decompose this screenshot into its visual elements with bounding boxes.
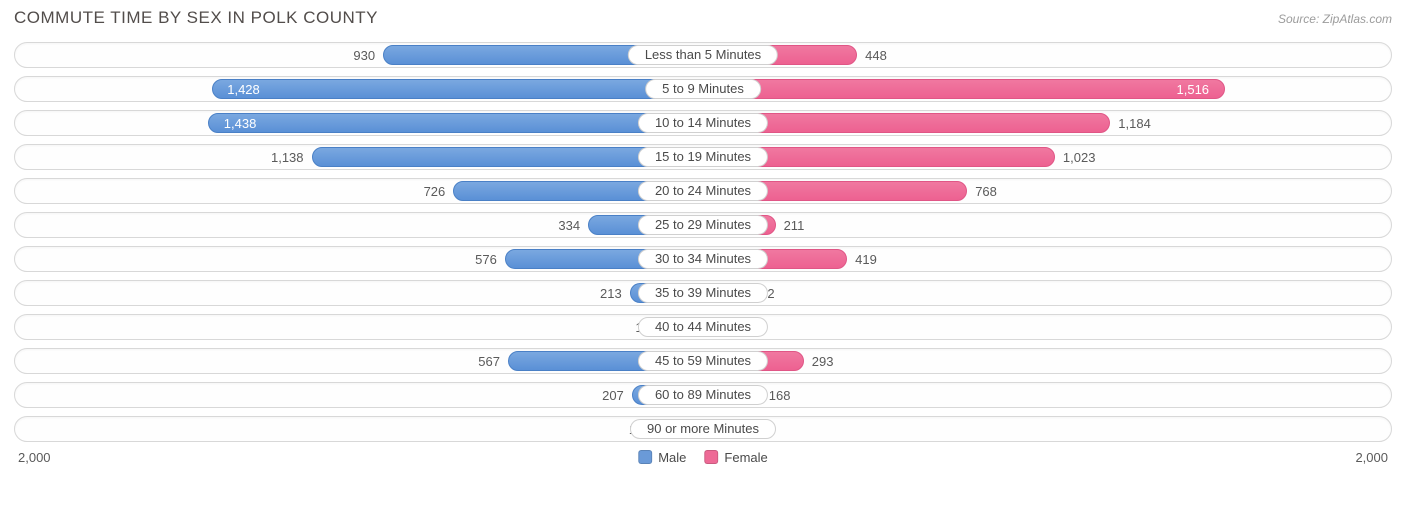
chart-title: Commute Time By Sex in Polk County xyxy=(14,8,378,28)
axis-max-left: 2,000 xyxy=(18,450,51,465)
chart-row: 1293790 or more Minutes xyxy=(14,416,1392,442)
commute-chart: 930 448 Less than 5 Minutes 1,428 1,516 5 to … xyxy=(14,42,1392,442)
chart-row: 21312235 to 39 Minutes xyxy=(14,280,1392,306)
chart-row: 930 448 Less than 5 Minutes xyxy=(14,42,1392,68)
chart-row: 1139440 to 44 Minutes xyxy=(14,314,1392,340)
category-pill: 5 to 9 Minutes xyxy=(645,79,761,99)
category-pill: 40 to 44 Minutes xyxy=(638,317,768,337)
category-pill: 10 to 14 Minutes xyxy=(638,113,768,133)
male-value: 930 xyxy=(353,43,375,69)
male-bar xyxy=(208,113,703,133)
male-bar xyxy=(212,79,703,99)
category-pill: 35 to 39 Minutes xyxy=(638,283,768,303)
female-value: 1,184 xyxy=(1118,111,1151,137)
chart-row: 1,438 1,184 10 to 14 Minutes xyxy=(14,110,1392,136)
chart-row: 207 16860 to 89 Minutes xyxy=(14,382,1392,408)
chart-header: Commute Time By Sex in Polk County Sourc… xyxy=(14,8,1392,28)
female-value: 448 xyxy=(865,43,887,69)
chart-source: Source: ZipAtlas.com xyxy=(1278,12,1392,26)
legend-female: Female xyxy=(704,450,767,465)
legend-male: Male xyxy=(638,450,686,465)
axis-max-right: 2,000 xyxy=(1355,450,1388,465)
male-value: 1,428 xyxy=(227,77,260,103)
legend: Male Female xyxy=(638,450,768,465)
female-bar xyxy=(703,79,1225,99)
category-pill: 90 or more Minutes xyxy=(630,419,776,439)
legend-female-label: Female xyxy=(724,450,767,465)
male-value: 334 xyxy=(558,213,580,239)
category-pill: 30 to 34 Minutes xyxy=(638,249,768,269)
legend-male-swatch xyxy=(638,450,652,464)
legend-female-swatch xyxy=(704,450,718,464)
female-value: 1,023 xyxy=(1063,145,1096,171)
male-value: 1,138 xyxy=(271,145,304,171)
legend-male-label: Male xyxy=(658,450,686,465)
chart-row: 576 419 30 to 34 Minutes xyxy=(14,246,1392,272)
category-pill: 20 to 24 Minutes xyxy=(638,181,768,201)
male-value: 213 xyxy=(600,281,622,307)
chart-row: 334 211 25 to 29 Minutes xyxy=(14,212,1392,238)
category-pill: 25 to 29 Minutes xyxy=(638,215,768,235)
chart-row: 1,138 1,023 15 to 19 Minutes xyxy=(14,144,1392,170)
category-pill: 15 to 19 Minutes xyxy=(638,147,768,167)
female-value: 168 xyxy=(769,383,791,409)
chart-row: 726 768 20 to 24 Minutes xyxy=(14,178,1392,204)
female-value: 419 xyxy=(855,247,877,273)
category-pill: 45 to 59 Minutes xyxy=(638,351,768,371)
male-value: 726 xyxy=(424,179,446,205)
male-value: 207 xyxy=(602,383,624,409)
male-value: 1,438 xyxy=(224,111,257,137)
chart-row: 1,428 1,516 5 to 9 Minutes xyxy=(14,76,1392,102)
female-value: 293 xyxy=(812,349,834,375)
category-pill: 60 to 89 Minutes xyxy=(638,385,768,405)
chart-row: 567 293 45 to 59 Minutes xyxy=(14,348,1392,374)
category-pill: Less than 5 Minutes xyxy=(628,45,778,65)
female-value: 768 xyxy=(975,179,997,205)
chart-footer: 2,000 Male Female 2,000 xyxy=(14,450,1392,472)
male-value: 567 xyxy=(478,349,500,375)
female-value: 1,516 xyxy=(1177,77,1210,103)
female-value: 211 xyxy=(784,213,805,239)
male-value: 576 xyxy=(475,247,497,273)
